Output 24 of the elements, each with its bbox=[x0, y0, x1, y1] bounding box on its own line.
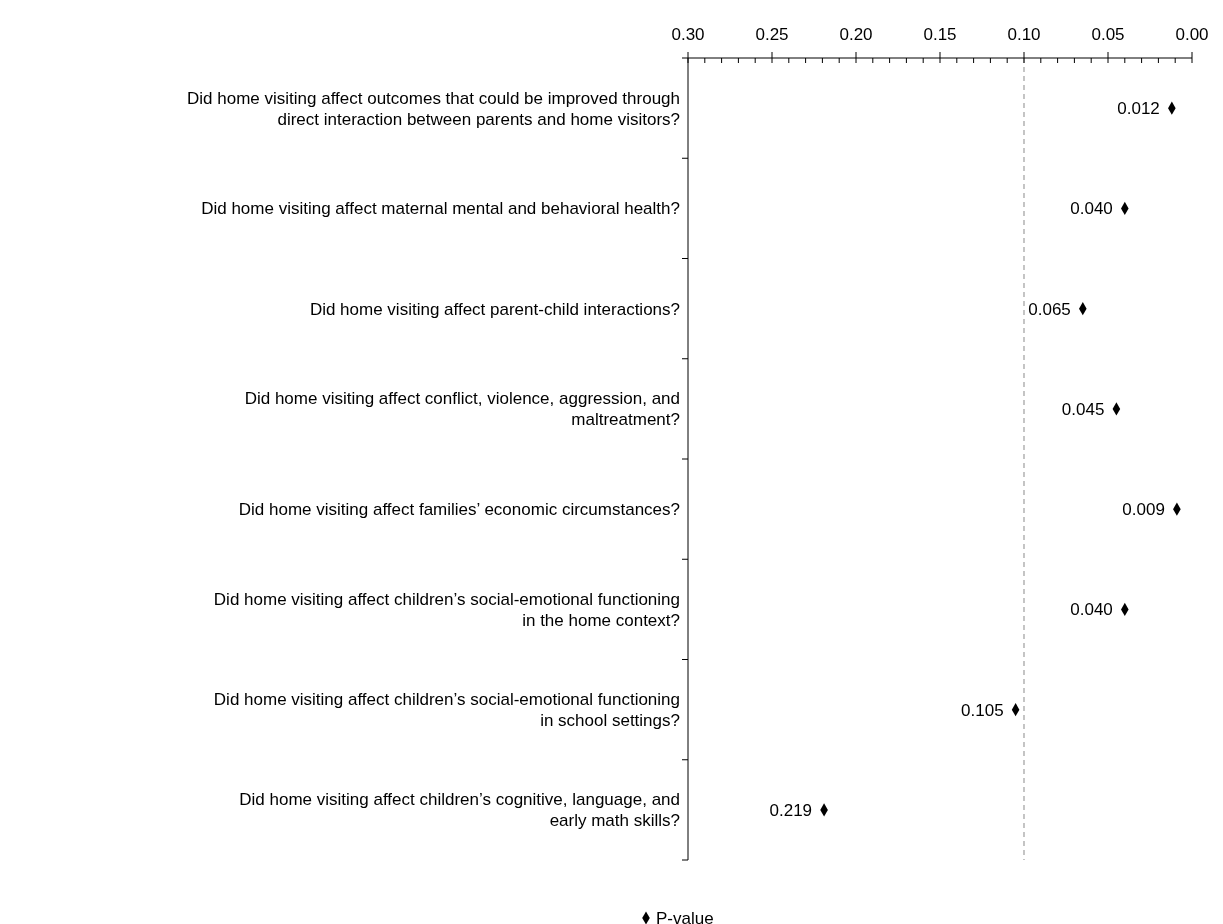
y-tick-label: Did home visiting affect outcomes that could be improved through direct interaction between parents and home visitors? bbox=[187, 88, 680, 129]
data-label: 0.040 bbox=[1070, 600, 1113, 620]
x-tick-label: 0.00 bbox=[1175, 25, 1209, 44]
x-tick-label: 0.10 bbox=[1007, 25, 1041, 44]
data-label: 0.219 bbox=[769, 800, 813, 820]
data-label: 0.045 bbox=[1061, 399, 1105, 419]
y-tick-label: Did home visiting affect children’s cognitive, language, and early math skills? bbox=[239, 790, 680, 831]
y-tick-label: Did home visiting affect families’ economic circumstances? bbox=[238, 500, 680, 520]
data-label: 0.040 bbox=[1070, 199, 1113, 219]
x-tick-label: 0.30 bbox=[671, 25, 705, 44]
data-label: 0.065 bbox=[1028, 299, 1071, 319]
y-tick-label: Did home visiting affect children’s social-emotional functioning in the home context? bbox=[213, 589, 680, 630]
x-tick-label: 0.05 bbox=[1091, 25, 1125, 44]
legend-label: P-value bbox=[656, 908, 714, 924]
y-tick-label: Did home visiting affect parent-child interactions? bbox=[309, 299, 680, 319]
y-tick-label: Did home visiting affect maternal mental and behavioral health? bbox=[201, 199, 680, 219]
data-label: 0.012 bbox=[1117, 99, 1160, 119]
data-label: 0.009 bbox=[1122, 500, 1165, 520]
y-tick-label: Did home visiting affect conflict, violence, aggression, and maltreatment? bbox=[244, 389, 680, 430]
x-tick-label: 0.20 bbox=[839, 25, 873, 44]
data-label: 0.105 bbox=[961, 700, 1004, 720]
y-tick-label: Did home visiting affect children’s social-emotional functioning in school settings? bbox=[213, 690, 680, 731]
x-tick-label: 0.25 bbox=[755, 25, 789, 44]
x-tick-label: 0.15 bbox=[923, 25, 957, 44]
